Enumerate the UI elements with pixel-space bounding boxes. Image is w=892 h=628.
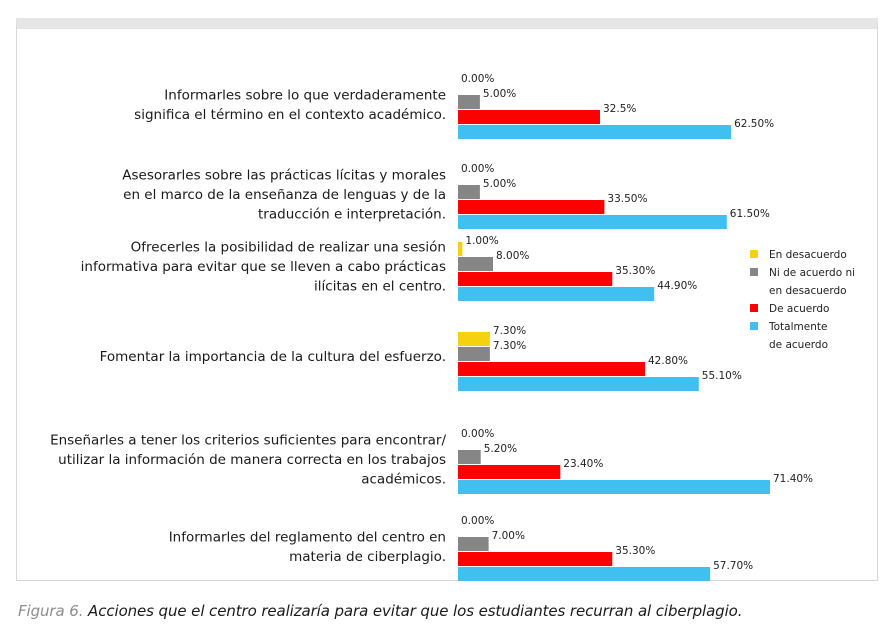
legend-label-4-line-2: de acuerdo [769, 339, 828, 351]
category-label-3-line-1: Ofrecerles la posibilidad de realizar un… [131, 240, 446, 256]
bar-5-series-2 [458, 450, 481, 464]
figure-number: Figura 6. [18, 602, 84, 620]
value-label-1-series-3: 32.5% [603, 103, 636, 115]
bar-1-series-4 [458, 125, 732, 139]
legend-swatch-1 [750, 250, 758, 258]
value-label-6-series-3: 35.30% [615, 545, 655, 557]
value-label-5-series-1: 0.00% [461, 428, 494, 440]
value-label-5-series-2: 5.20% [484, 443, 517, 455]
category-label-3-line-3: ilícitas en el centro. [314, 279, 446, 295]
category-label-3-line-2: informativa para evitar que se lleven a … [81, 259, 446, 275]
value-label-6-series-2: 7.00% [492, 530, 525, 542]
value-label-2-series-3: 33.50% [607, 193, 647, 205]
bar-4-series-1 [458, 332, 490, 346]
value-label-3-series-1: 1.00% [465, 235, 498, 247]
value-label-6-series-1: 0.00% [461, 515, 494, 527]
value-label-2-series-2: 5.00% [483, 178, 516, 190]
value-label-2-series-4: 61.50% [730, 208, 770, 220]
bar-6-series-3 [458, 552, 613, 566]
value-label-1-series-1: 0.00% [461, 73, 494, 85]
category-label-2-line-2: en el marco de la enseñanza de lenguas y… [123, 187, 446, 203]
value-label-2-series-1: 0.00% [461, 163, 494, 175]
category-label-1-line-1: Informarles sobre lo que verdaderamente [164, 87, 446, 103]
category-label-2-line-1: Asesorarles sobre las prácticas lícitas … [122, 168, 446, 184]
bar-6-series-2 [458, 537, 489, 551]
caption-text: Acciones que el centro realizaría para e… [83, 602, 743, 620]
category-label-1-line-2: significa el término en el contexto acad… [134, 107, 446, 123]
bar-4-series-2 [458, 347, 490, 361]
bar-4-series-3 [458, 362, 645, 376]
legend-swatch-3 [750, 304, 758, 312]
bar-3-series-2 [458, 257, 493, 271]
bar-6-series-4 [458, 567, 711, 581]
value-label-1-series-2: 5.00% [483, 88, 516, 100]
value-label-1-series-4: 62.50% [734, 118, 774, 130]
bar-3-series-4 [458, 287, 655, 301]
value-label-5-series-3: 23.40% [563, 458, 603, 470]
value-label-3-series-2: 8.00% [496, 250, 529, 262]
legend-label-4-line-1: Totalmente [768, 321, 827, 333]
category-label-4-line-1: Fomentar la importancia de la cultura de… [100, 349, 446, 365]
bar-2-series-2 [458, 185, 480, 199]
legend-label-2-line-2: en desacuerdo [769, 285, 847, 297]
category-label-6-line-1: Informarles del reglamento del centro en [169, 529, 446, 545]
legend-label-2-line-1: Ni de acuerdo ni [769, 267, 855, 279]
bar-1-series-3 [458, 110, 600, 124]
bar-2-series-3 [458, 200, 605, 214]
legend-label-3: De acuerdo [769, 303, 829, 315]
value-label-4-series-2: 7.30% [493, 340, 526, 352]
figure-caption: Figura 6. Acciones que el centro realiza… [18, 602, 743, 620]
value-label-6-series-4: 57.70% [713, 560, 753, 572]
bar-5-series-3 [458, 465, 561, 479]
bar-2-series-4 [458, 215, 727, 229]
value-label-5-series-4: 71.40% [773, 473, 813, 485]
value-label-4-series-4: 55.10% [702, 370, 742, 382]
category-label-5-line-1: Enseñarles a tener los criterios suficie… [50, 433, 446, 449]
legend-label-1: En desacuerdo [769, 249, 847, 261]
legend-swatch-4 [750, 322, 758, 330]
bar-3-series-1 [458, 242, 463, 256]
category-label-2-line-3: traducción e interpretación. [258, 207, 446, 223]
bar-4-series-4 [458, 377, 699, 391]
category-label-5-line-3: académicos. [361, 472, 446, 488]
category-label-6-line-2: materia de ciberplagio. [289, 549, 446, 565]
value-label-3-series-4: 44.90% [657, 280, 697, 292]
chart-frame [16, 18, 878, 581]
bar-5-series-4 [458, 480, 770, 494]
legend-swatch-2 [750, 268, 758, 276]
value-label-3-series-3: 35.30% [615, 265, 655, 277]
bar-chart: 0.00% 5.00% 32.5% 62.50% Informarles sobre l… [50, 73, 855, 581]
value-label-4-series-3: 42.80% [648, 355, 688, 367]
category-label-5-line-2: utilizar la información de manera correc… [58, 452, 446, 468]
bar-3-series-3 [458, 272, 613, 286]
bar-1-series-2 [458, 95, 480, 109]
value-label-4-series-1: 7.30% [493, 325, 526, 337]
